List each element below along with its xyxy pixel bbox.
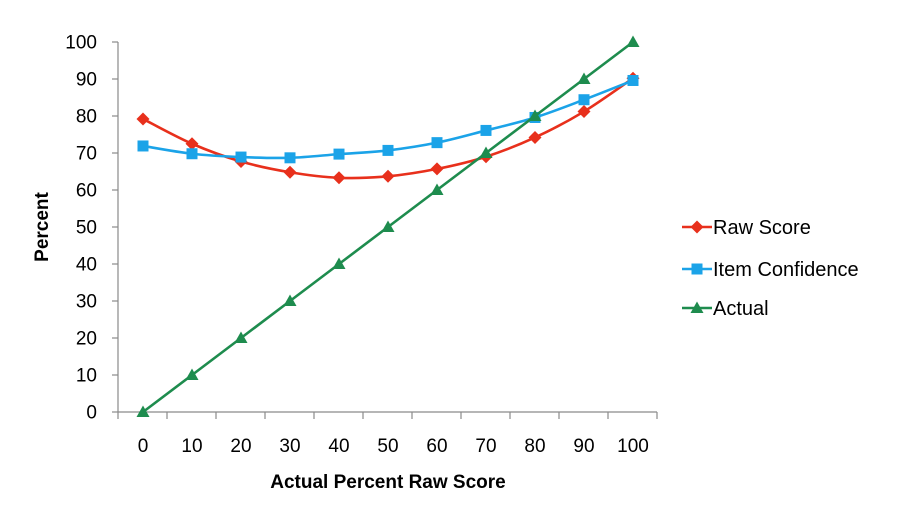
- data-point: [136, 405, 150, 417]
- y-tick-label: 70: [76, 144, 97, 165]
- y-tick-label: 80: [76, 107, 97, 128]
- legend-label: Item Confidence: [713, 259, 859, 281]
- y-tick-label: 100: [65, 33, 97, 54]
- series-actual: [136, 35, 640, 417]
- x-tick-label: 80: [524, 436, 545, 457]
- legend: Raw Score Item Confidence Actual: [682, 217, 859, 320]
- x-tick-label: 60: [426, 436, 447, 457]
- y-tick-label: 30: [76, 292, 97, 313]
- legend-label: Raw Score: [713, 217, 811, 239]
- y-tick-label: 90: [76, 70, 97, 91]
- data-point: [332, 171, 346, 185]
- data-point: [627, 74, 639, 86]
- y-axis: 0 10 20 30 40 50 60 70 80 90 100: [65, 33, 119, 424]
- legend-marker: [690, 301, 704, 313]
- series-layer: [136, 35, 640, 417]
- data-point: [283, 294, 297, 306]
- x-tick-label: 90: [573, 436, 594, 457]
- data-point: [577, 72, 591, 84]
- legend-label: Actual: [713, 298, 769, 320]
- x-tick-label: 0: [138, 436, 149, 457]
- data-point: [578, 94, 590, 106]
- data-point: [480, 124, 492, 136]
- data-point: [528, 130, 542, 144]
- y-tick-label: 40: [76, 255, 97, 276]
- series-item-confidence: [137, 74, 639, 164]
- data-point: [185, 137, 199, 151]
- data-point: [577, 105, 591, 119]
- data-point: [431, 137, 443, 149]
- data-point: [136, 112, 150, 126]
- x-tick-label: 20: [230, 436, 251, 457]
- series-raw-score: [136, 71, 640, 185]
- data-point: [284, 152, 296, 164]
- x-tick-label: 10: [181, 436, 202, 457]
- y-axis-title: Percent: [32, 191, 53, 261]
- data-point: [528, 109, 542, 121]
- data-point: [234, 331, 248, 343]
- legend-item: Item Confidence: [682, 259, 859, 281]
- data-point: [479, 146, 493, 158]
- data-point: [332, 257, 346, 269]
- data-point: [430, 183, 444, 195]
- legend-marker: [691, 263, 703, 275]
- series-line: [142, 77, 634, 180]
- y-tick-label: 20: [76, 329, 97, 350]
- data-point: [185, 368, 199, 380]
- y-tick-label: 10: [76, 366, 97, 387]
- x-tick-label: 70: [475, 436, 496, 457]
- y-tick-label: 60: [76, 181, 97, 202]
- data-point: [626, 35, 640, 47]
- data-point: [381, 220, 395, 232]
- y-tick-label: 0: [86, 403, 97, 424]
- x-tick-label: 50: [377, 436, 398, 457]
- data-point: [382, 144, 394, 156]
- legend-marker: [690, 220, 704, 234]
- data-point: [235, 151, 247, 163]
- x-tick-label: 100: [617, 436, 649, 457]
- x-tick-label: 40: [328, 436, 349, 457]
- x-axis: 0 10 20 30 40 50 60 70 80 90 100: [117, 411, 658, 457]
- legend-item: Actual: [682, 298, 769, 320]
- data-point: [430, 162, 444, 176]
- data-point: [283, 165, 297, 179]
- data-point: [333, 148, 345, 160]
- data-point: [186, 148, 198, 160]
- legend-item: Raw Score: [682, 217, 811, 239]
- x-axis-title: Actual Percent Raw Score: [270, 472, 505, 493]
- data-point: [137, 140, 149, 152]
- x-tick-label: 30: [279, 436, 300, 457]
- data-point: [381, 169, 395, 183]
- y-tick-label: 50: [76, 218, 97, 239]
